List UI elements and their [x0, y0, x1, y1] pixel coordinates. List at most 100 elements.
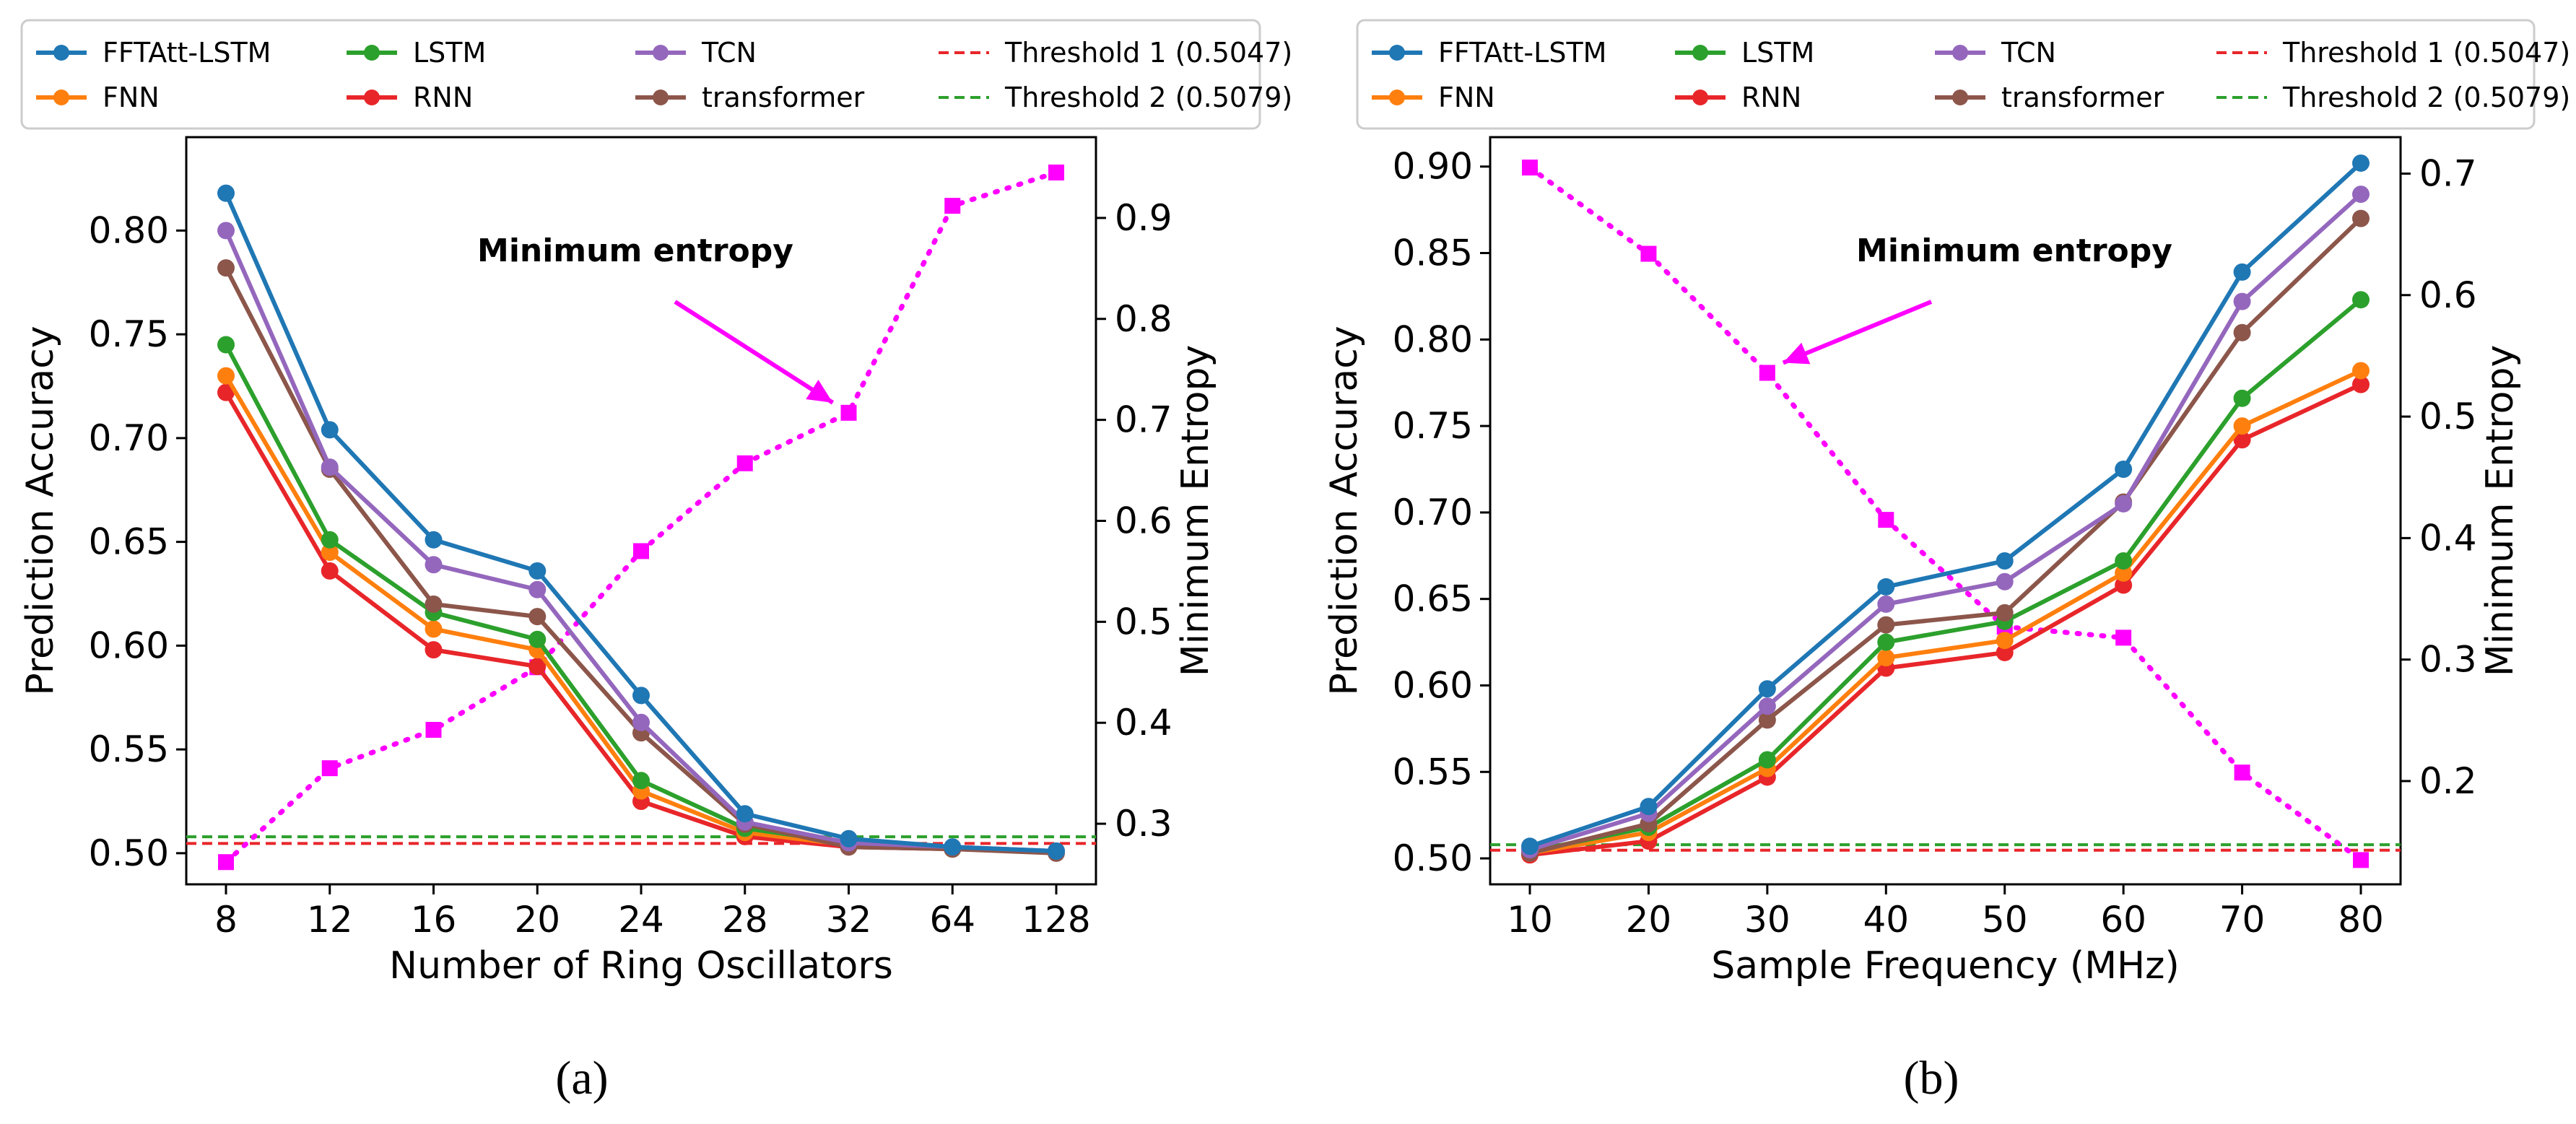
- y-right-tick-label: 0.5: [2419, 396, 2477, 437]
- data-point-transformer: [1877, 616, 1895, 634]
- data-point-rnn: [217, 383, 235, 401]
- legend-label: transformer: [2001, 82, 2164, 113]
- data-point-fftatt-lstm: [321, 421, 339, 439]
- legend-label: transformer: [702, 82, 865, 113]
- legend-swatch-marker: [53, 90, 69, 105]
- data-point-tcn: [632, 713, 650, 731]
- entropy-line: [1527, 165, 2364, 863]
- data-point-tcn: [528, 580, 547, 598]
- x-tick-label: 28: [722, 899, 768, 941]
- x-tick-label: 10: [1507, 899, 1553, 941]
- legend-label: TCN: [2001, 37, 2056, 69]
- legend-label: FFTAtt-LSTM: [103, 37, 271, 69]
- x-tick-label: 32: [826, 899, 872, 941]
- y-right-tick-label: 0.6: [2419, 274, 2477, 316]
- entropy-point: [425, 722, 442, 739]
- legend-swatch-marker: [1692, 90, 1708, 105]
- series-line-tcn: [224, 230, 1057, 853]
- data-point-tcn: [2233, 292, 2251, 310]
- legend-label: Threshold 2 (0.5079): [2282, 82, 2570, 113]
- entropy-point: [2234, 764, 2250, 781]
- chart-panel-b: 0.50 0.55 0.60 0.65 0.70 0.75 0.80 0.85 0.90 0.2 0…: [1323, 19, 2570, 988]
- data-point-rnn: [321, 562, 339, 580]
- data-point-fftatt-lstm: [2115, 461, 2133, 478]
- legend-label: LSTM: [1741, 37, 1814, 69]
- data-point-lstm: [632, 772, 650, 790]
- legend-box: [1356, 19, 2536, 130]
- legend-swatch-marker: [1952, 90, 1968, 105]
- x-axis-label: Sample Frequency (MHz): [1711, 944, 2180, 988]
- y-tick-label: 0.50: [89, 832, 169, 874]
- x-tick-label: 20: [1626, 899, 1672, 941]
- data-point-lstm: [1758, 751, 1776, 769]
- x-tick-label: 128: [1022, 899, 1090, 941]
- y-tick-label: 0.70: [89, 417, 169, 459]
- data-point-lstm: [2352, 291, 2370, 309]
- legend-swatch-marker: [1952, 45, 1968, 61]
- y-tick-label: 0.55: [89, 728, 169, 770]
- data-point-transformer: [1758, 711, 1776, 729]
- chart-panel-a: 0.50 0.55 0.60 0.65 0.70 0.75 0.80 0.3 0.4 0.5 0.6…: [19, 19, 1292, 988]
- annotation-arrow-head: [1783, 342, 1811, 365]
- entropy-point: [840, 404, 857, 421]
- x-tick-label: 64: [929, 899, 975, 941]
- data-point-rnn: [528, 658, 547, 676]
- y-tick-label: 0.85: [1393, 232, 1473, 274]
- entropy-point: [2353, 852, 2369, 868]
- data-point-fftatt-lstm: [736, 805, 754, 823]
- entropy-point: [1522, 160, 1538, 176]
- y-right-tick-label: 0.6: [1115, 500, 1172, 541]
- data-point-fftatt-lstm: [528, 562, 547, 580]
- x-tick-label: 80: [2338, 899, 2384, 941]
- legend-label: FNN: [1438, 82, 1495, 113]
- legend-label: TCN: [701, 37, 757, 69]
- x-tick-label: 30: [1744, 899, 1790, 941]
- legend-label: RNN: [413, 82, 473, 113]
- data-point-tcn: [321, 458, 339, 476]
- legend-swatch-marker: [364, 90, 380, 105]
- x-axis-label: Number of Ring Oscillators: [389, 944, 893, 988]
- y-tick-label: 0.60: [1393, 664, 1473, 706]
- data-point-fnn: [1877, 649, 1895, 667]
- data-point-transformer: [425, 595, 443, 613]
- data-point-transformer: [528, 608, 547, 626]
- y-tick-label: 0.60: [89, 624, 169, 666]
- data-point-fnn: [217, 367, 235, 385]
- data-point-tcn: [1877, 595, 1895, 613]
- series-line-transformer: [224, 266, 1057, 855]
- data-point-transformer: [1996, 604, 2014, 622]
- data-point-fnn: [321, 544, 339, 561]
- series-line-transformer: [1529, 217, 2363, 855]
- data-point-lstm: [1877, 633, 1895, 651]
- entropy-point: [1759, 365, 1775, 381]
- data-point-lstm: [2115, 552, 2133, 570]
- data-point-fftatt-lstm: [2352, 154, 2370, 172]
- y-tick-label: 0.75: [1393, 405, 1473, 447]
- data-point-tcn: [2352, 186, 2370, 204]
- entropy-point: [944, 198, 961, 214]
- legend-swatch-marker: [653, 90, 669, 105]
- entropy-point: [2115, 629, 2132, 646]
- entropy-point: [633, 543, 649, 559]
- series-line-fftatt-lstm: [224, 192, 1057, 853]
- y-right-tick-label: 0.7: [2419, 152, 2477, 194]
- data-point-tcn: [1996, 572, 2014, 591]
- caption-b: (b): [1904, 1052, 1959, 1105]
- legend-label: Threshold 1 (0.5047): [2282, 37, 2570, 69]
- data-point-fftatt-lstm: [217, 184, 235, 202]
- y-axis-label: Prediction Accuracy: [1323, 326, 1366, 695]
- annotation-arrow-shaft: [674, 300, 835, 405]
- plot-area-frame: [1489, 136, 2402, 886]
- x-tick-label: 8: [214, 899, 238, 941]
- series-line-fftatt-lstm: [1529, 161, 2363, 849]
- x-tick-label: 40: [1863, 899, 1909, 941]
- data-point-fnn: [2352, 362, 2370, 380]
- data-point-fnn: [2233, 417, 2251, 435]
- data-point-lstm: [321, 531, 339, 549]
- caption-a: (a): [555, 1052, 608, 1105]
- x-tick-label: 16: [411, 899, 457, 941]
- data-point-fftatt-lstm: [632, 687, 650, 705]
- data-point-fftatt-lstm: [1048, 842, 1065, 860]
- y-right-tick-label: 0.9: [1115, 197, 1172, 239]
- data-point-fnn: [2115, 564, 2133, 582]
